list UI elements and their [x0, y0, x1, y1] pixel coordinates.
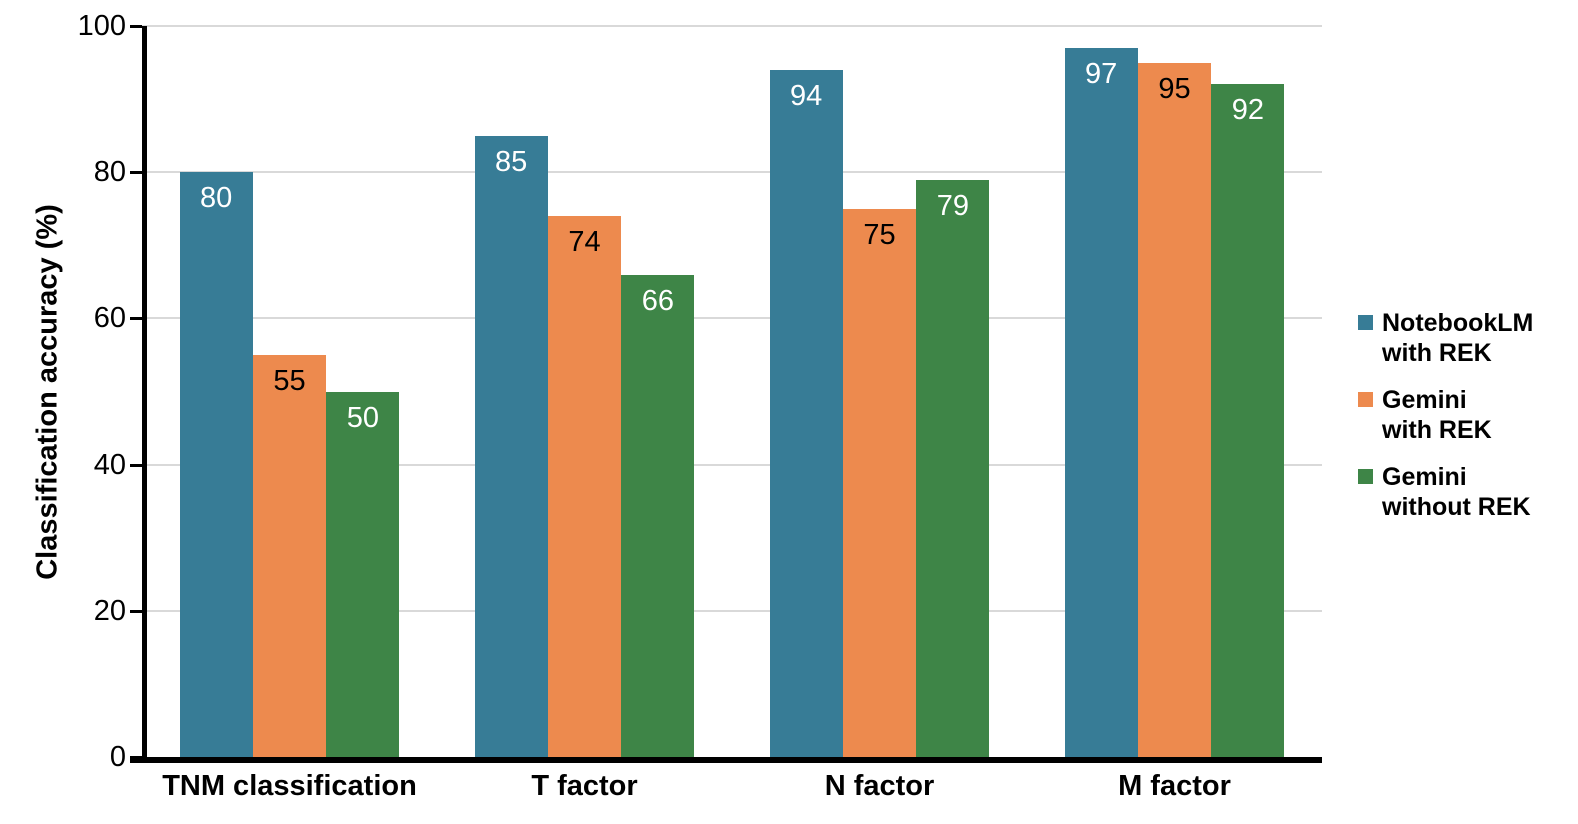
legend-swatch-1: [1358, 315, 1373, 330]
legend-swatch-3: [1358, 469, 1373, 484]
legend: NotebookLM with REK Gemini with REK Gemini wi…: [1358, 308, 1533, 522]
gridline: [142, 317, 1322, 320]
x-axis-line: [130, 757, 1322, 763]
gridline: [142, 609, 1322, 612]
x-category-label-3: N factor: [824, 770, 935, 802]
bar-series1-cat3: 94: [769, 69, 843, 757]
bar-series3-cat3: 79: [916, 179, 990, 757]
y-tick-label: 60: [93, 302, 126, 335]
bar-value-label: 97: [1085, 57, 1118, 90]
bar-series3-cat1: 50: [326, 391, 400, 757]
bar-value-label: 85: [495, 145, 528, 178]
bar-series2-cat1: 55: [252, 354, 327, 757]
x-category-label-2: T factor: [531, 770, 638, 802]
bar-series2-cat4: 95: [1137, 62, 1212, 757]
bar-series2-cat3: 75: [842, 208, 917, 757]
legend-item-3: Gemini without REK: [1358, 462, 1533, 522]
bar-value-label: 55: [273, 364, 306, 397]
y-tick-mark: [130, 317, 142, 321]
y-tick-mark: [130, 25, 142, 28]
y-tick-mark: [130, 609, 142, 613]
legend-label: NotebookLM with REK: [1382, 308, 1533, 368]
legend-label-line: Gemini: [1382, 386, 1467, 414]
gridline: [142, 25, 1322, 27]
legend-label: Gemini without REK: [1382, 462, 1531, 522]
gridline: [142, 171, 1322, 174]
legend-item-1: NotebookLM with REK: [1358, 308, 1533, 368]
bar-series3-cat4: 92: [1211, 84, 1285, 757]
y-tick-label: 40: [93, 448, 126, 481]
legend-label-line: without REK: [1382, 493, 1531, 521]
bar-series3-cat2: 66: [621, 274, 695, 757]
y-tick-label: 0: [109, 741, 126, 773]
bar-series2-cat2: 74: [547, 216, 622, 757]
bar-value-label: 95: [1158, 72, 1191, 105]
y-tick-label: 20: [93, 594, 126, 627]
gridline: [142, 463, 1322, 466]
y-tick-mark: [130, 171, 142, 175]
bar-value-label: 66: [641, 284, 674, 317]
legend-label-line: Gemini: [1382, 463, 1467, 491]
bar-value-label: 79: [936, 189, 969, 222]
bar-series1-cat1: 80: [179, 172, 253, 757]
legend-label-line: with REK: [1382, 416, 1492, 444]
bar-value-label: 80: [200, 182, 233, 215]
bar-series1-cat2: 85: [474, 135, 548, 757]
legend-item-2: Gemini with REK: [1358, 385, 1533, 445]
legend-swatch-2: [1358, 392, 1373, 407]
y-tick-label: 100: [77, 10, 126, 42]
bar-value-label: 74: [568, 226, 601, 259]
x-category-label-4: M factor: [1118, 770, 1231, 802]
bar-value-label: 50: [346, 401, 379, 434]
legend-label: Gemini with REK: [1382, 385, 1492, 445]
y-axis-line: [142, 26, 147, 763]
y-tick-label: 80: [93, 156, 126, 189]
legend-label-line: NotebookLM: [1382, 309, 1534, 337]
bar-value-label: 75: [863, 218, 896, 251]
bar-series1-cat4: 97: [1064, 47, 1138, 757]
y-axis-title: Classification accuracy (%): [31, 204, 64, 580]
y-tick-mark: [130, 463, 142, 467]
x-category-label-1: TNM classification: [162, 770, 417, 802]
bar-value-label: 92: [1231, 94, 1264, 127]
legend-label-line: with REK: [1382, 339, 1492, 367]
bar-value-label: 94: [790, 79, 823, 112]
